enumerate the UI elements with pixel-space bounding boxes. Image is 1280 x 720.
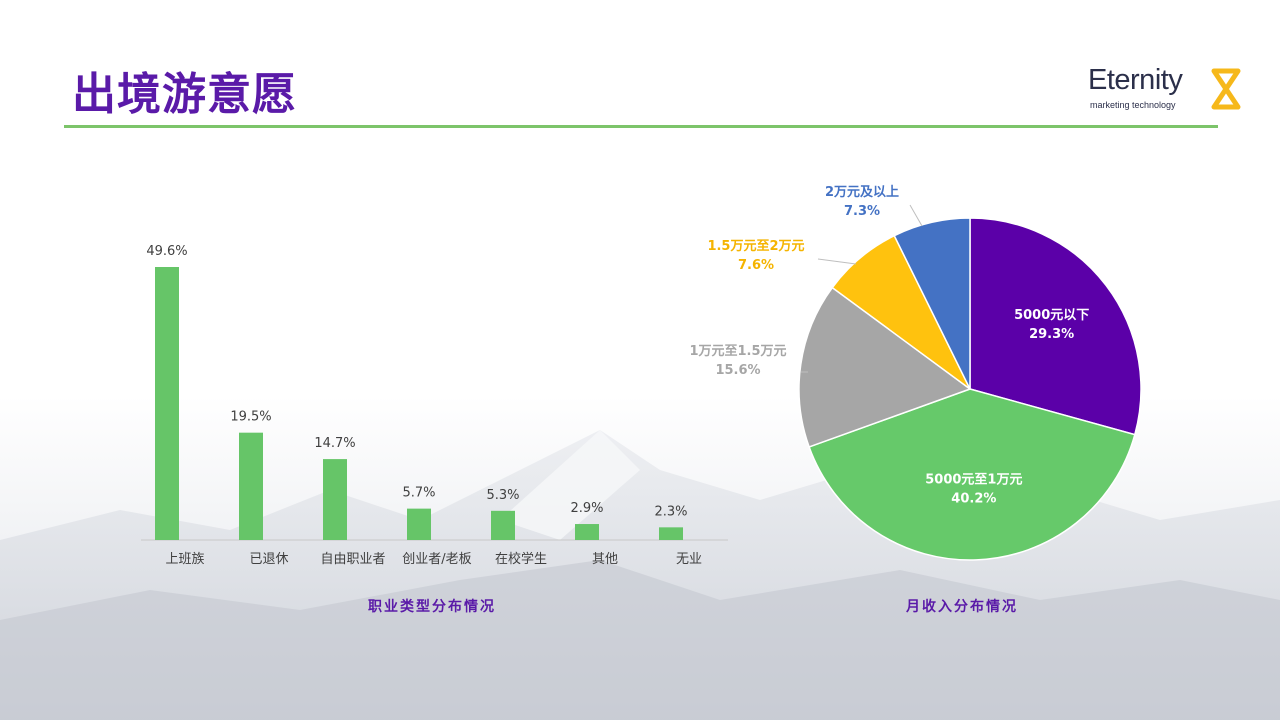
- bar: [155, 267, 179, 540]
- brand-logo: Eternity marketing technology: [1088, 64, 1248, 114]
- pie-slice-label: 5000元以下: [1014, 308, 1089, 323]
- pie-slice-value: 7.6%: [738, 258, 774, 273]
- pie-slice: [969, 217, 1142, 436]
- hourglass-logo-icon: [1211, 68, 1241, 110]
- brand-tagline: marketing technology: [1090, 100, 1176, 110]
- bar-data-label: 14.7%: [314, 436, 355, 451]
- pie-slice-label: 5000元至1万元: [925, 473, 1022, 488]
- bar: [239, 432, 263, 540]
- bar: [407, 508, 431, 540]
- bar-data-label: 5.3%: [486, 488, 519, 503]
- occupation-bar-chart: 49.6% 上班族 19.5% 已退休 14.7% 自由职业者 5.7% 创业者/老板 5.3%…: [141, 244, 728, 567]
- title-divider: [64, 125, 1218, 128]
- pie-slice-value: 29.3%: [1029, 327, 1074, 342]
- pie-chart-title: 月收入分布情况: [906, 599, 1018, 615]
- bar-category-label: 创业者/老板: [402, 552, 471, 567]
- bar-category-label: 上班族: [165, 551, 204, 567]
- bar-category-label: 已退休: [249, 552, 288, 567]
- bar: [575, 524, 599, 540]
- pie-slice: [808, 388, 1136, 561]
- pie-slice-label: 2万元及以上: [825, 185, 899, 200]
- pie-slice-value: 15.6%: [715, 363, 760, 378]
- pie-slice-value: 7.3%: [844, 204, 880, 219]
- bar: [323, 459, 347, 540]
- bar-data-label: 49.6%: [146, 244, 187, 259]
- bar-category-label: 其他: [592, 552, 618, 567]
- page-title: 出境游意愿: [72, 69, 297, 120]
- pie-slice-value: 40.2%: [951, 492, 996, 507]
- bar-category-label: 自由职业者: [320, 552, 385, 567]
- pie-slice: [798, 286, 972, 448]
- bar-chart-title: 职业类型分布情况: [368, 599, 496, 615]
- bar-data-label: 5.7%: [402, 486, 435, 501]
- bar: [491, 510, 515, 540]
- bar-data-label: 2.3%: [654, 504, 687, 519]
- income-pie-chart: 5000元以下 29.3% 5000元至1万元 40.2% 1万元至1.5万元 15.6%…: [689, 185, 1142, 561]
- pie-slice-label: 1万元至1.5万元: [689, 344, 786, 359]
- bar-data-label: 2.9%: [570, 501, 603, 516]
- brand-name: Eternity: [1088, 64, 1183, 96]
- bar-category-label: 无业: [676, 552, 702, 567]
- bar-category-label: 在校学生: [495, 551, 547, 567]
- bar: [659, 527, 683, 540]
- pie-slice-label: 1.5万元至2万元: [707, 239, 804, 254]
- pie-leader-line: [817, 258, 857, 265]
- pie-slice: [893, 217, 971, 390]
- bar-data-label: 19.5%: [230, 410, 271, 425]
- pie-leader-line: [909, 204, 923, 227]
